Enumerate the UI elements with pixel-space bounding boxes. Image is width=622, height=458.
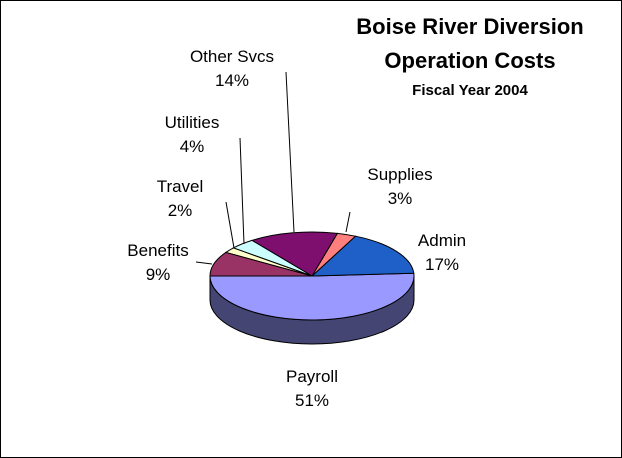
slice-label-name-0: Payroll: [286, 367, 338, 386]
slice-label-pct-3: 14%: [215, 71, 249, 90]
leader-line-2: [345, 211, 351, 233]
leader-lines: [195, 71, 351, 265]
leader-line-6: [195, 261, 213, 265]
slice-label-pct-2: 3%: [388, 189, 413, 208]
leader-line-5: [225, 201, 235, 249]
chart-subtitle: Fiscal Year 2004: [412, 82, 528, 99]
chart-title: Boise River Diversion: [356, 14, 584, 39]
pie-slice-0: [209, 272, 415, 321]
pie-slice-1: [310, 235, 415, 277]
leader-line-3: [285, 71, 295, 233]
slice-labels: Payroll 51% Admin 17% Supplies 3% Other Svcs 14…: [127, 47, 466, 410]
slice-label-name-5: Travel: [157, 177, 204, 196]
pie-slice-3: [250, 231, 339, 277]
leader-line-4: [239, 137, 245, 245]
slice-label-pct-0: 51%: [295, 391, 329, 410]
slice-label-name-3: Other Svcs: [190, 47, 274, 66]
slice-label-name-2: Supplies: [367, 165, 432, 184]
slice-label-pct-4: 4%: [180, 137, 205, 156]
chart-title-line2: Operation Costs: [384, 48, 556, 73]
slice-label-pct-1: 17%: [425, 255, 459, 274]
slice-label-name-4: Utilities: [165, 113, 220, 132]
slice-label-pct-6: 9%: [146, 265, 171, 284]
pie-slice-6: [209, 251, 313, 277]
slice-label-name-1: Admin: [418, 231, 466, 250]
pie-top: [209, 231, 415, 321]
slice-label-name-6: Benefits: [127, 241, 188, 260]
slice-label-pct-5: 2%: [168, 201, 193, 220]
